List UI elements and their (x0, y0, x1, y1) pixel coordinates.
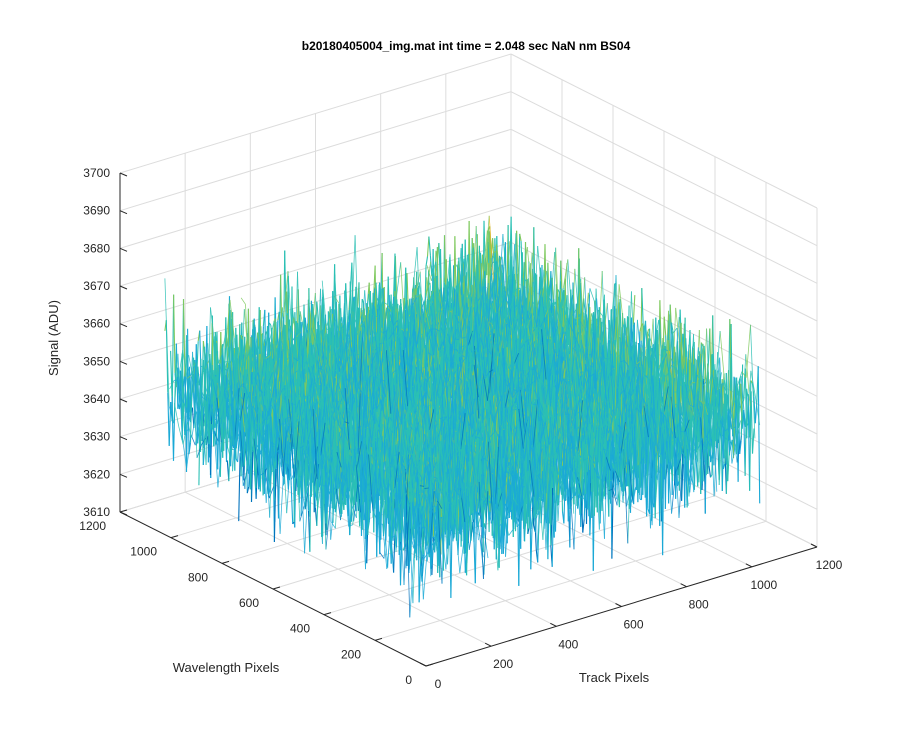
surface-segment (519, 233, 522, 242)
surface-segment (214, 374, 217, 377)
surface-segment (240, 334, 244, 340)
surface-segment (406, 273, 410, 317)
side-wall-grid-line (510, 128, 818, 284)
surface-segment (181, 299, 185, 416)
surface-segment (353, 301, 357, 348)
surface-segment (268, 322, 272, 326)
chart-title: b20180405004_img.mat int time = 2.048 se… (302, 39, 631, 53)
surface-plot (164, 215, 761, 618)
surface-segment (257, 332, 260, 349)
surface-segment (168, 401, 172, 446)
surface-segment (225, 397, 228, 430)
surface-segment (316, 301, 319, 321)
back-wall-grid-line (119, 128, 512, 249)
surface-segment (209, 424, 213, 446)
surface-segment (185, 387, 189, 408)
surface-segment (187, 328, 190, 455)
surface-segment (284, 250, 287, 323)
surface-segment (278, 274, 282, 373)
surface-segment (472, 284, 476, 299)
floor-grid-line (374, 520, 767, 641)
side-wall-grid-line (510, 204, 818, 360)
surface-segment (209, 408, 213, 476)
surface-segment (322, 289, 325, 325)
surface-segment (375, 282, 379, 310)
surface-segment (237, 437, 240, 463)
side-wall-grid-line (510, 166, 818, 322)
back-wall-grid-line (119, 53, 512, 174)
surface-segment (438, 242, 441, 284)
surface-segment (361, 298, 365, 304)
surface-segment (221, 438, 224, 452)
surface-segment (238, 453, 241, 522)
surface-segment (425, 256, 429, 267)
surface-segment (516, 230, 519, 273)
surface-segment (428, 236, 431, 256)
surface-segment (177, 402, 180, 409)
surface-segment (198, 382, 201, 486)
side-wall-grid-line (510, 53, 818, 209)
back-wall-grid-line (119, 204, 512, 325)
surface-segment (201, 340, 204, 395)
surface-segment (492, 238, 495, 264)
surface-segment (208, 420, 211, 445)
surface-segment (349, 281, 353, 319)
surface-segment (211, 424, 214, 433)
surface-segment (170, 350, 173, 397)
surface-segment (345, 283, 348, 316)
back-wall-grid-line (119, 166, 512, 287)
surface-segment (173, 294, 176, 374)
back-wall-grid-line (119, 91, 512, 212)
surface-segment (452, 286, 455, 289)
surface-segment (188, 442, 192, 455)
surface-segment (583, 298, 586, 311)
side-wall-grid-line (510, 91, 818, 247)
surface-segment (280, 274, 283, 341)
